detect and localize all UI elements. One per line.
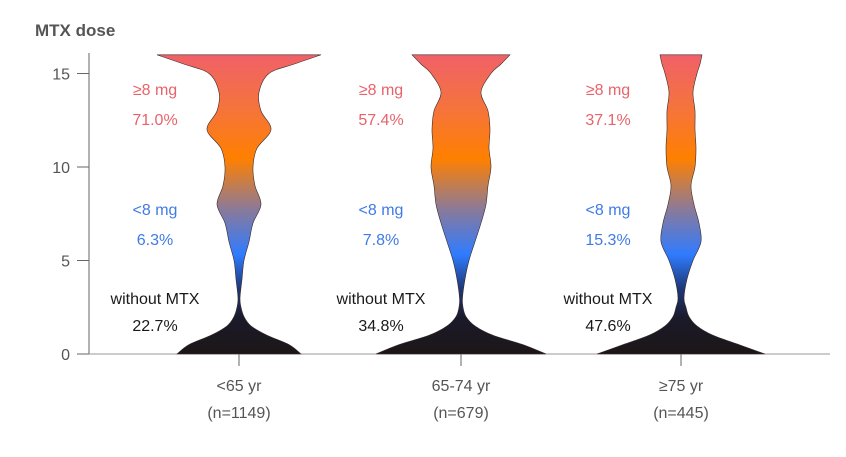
group-label: without MTX <box>110 291 200 308</box>
violin-1 <box>375 54 547 355</box>
chart-title: MTX dose <box>35 21 115 40</box>
group-label: without MTX <box>563 291 653 308</box>
group-percent: 22.7% <box>132 318 177 335</box>
x-category-n-label: (n=1149) <box>207 405 270 422</box>
group-label: <8 mg <box>359 202 404 219</box>
y-tick-label: 0 <box>61 347 70 364</box>
group-percent: 6.3% <box>137 232 173 249</box>
group-percent: 71.0% <box>132 112 177 129</box>
group-percent: 15.3% <box>585 232 630 249</box>
group-percent: 34.8% <box>358 318 403 335</box>
group-label: ≥8 mg <box>586 82 630 99</box>
x-category-label: 65-74 yr <box>432 378 491 395</box>
x-category-label: <65 yr <box>217 378 263 395</box>
x-category-label: ≥75 yr <box>659 378 704 395</box>
group-percent: 47.6% <box>585 318 630 335</box>
group-label: <8 mg <box>133 202 178 219</box>
x-category-n-label: (n=445) <box>653 405 709 422</box>
y-tick-label: 10 <box>52 160 70 177</box>
y-tick-label: 15 <box>52 67 70 84</box>
group-percent: 37.1% <box>585 112 630 129</box>
group-label: ≥8 mg <box>133 82 177 99</box>
group-label: ≥8 mg <box>359 82 403 99</box>
group-label: <8 mg <box>586 202 631 219</box>
violin-2 <box>596 54 766 355</box>
group-percent: 7.8% <box>363 232 399 249</box>
group-label: without MTX <box>336 291 426 308</box>
group-percent: 57.4% <box>358 112 403 129</box>
x-category-n-label: (n=679) <box>433 405 489 422</box>
y-tick-label: 5 <box>61 254 70 271</box>
violin-0 <box>156 54 322 355</box>
